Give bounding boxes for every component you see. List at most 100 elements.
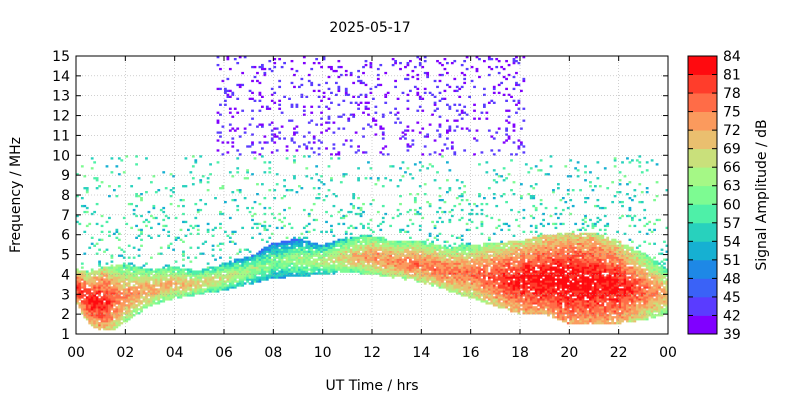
heatmap-cell (140, 196, 143, 200)
heatmap-cell (310, 105, 314, 108)
heatmap-cell (263, 246, 267, 249)
heatmap-cell (450, 280, 454, 283)
heatmap-cell (352, 270, 356, 273)
heatmap-cell (317, 193, 321, 196)
heatmap-cell (485, 214, 489, 218)
heatmap-cell (423, 252, 427, 255)
heatmap-cell (406, 167, 410, 170)
heatmap-cell (95, 302, 99, 305)
heatmap-cell (515, 308, 518, 311)
heatmap-cell (105, 272, 109, 275)
heatmap-cell (478, 244, 481, 247)
heatmap-cell (448, 264, 452, 267)
heatmap-cell (512, 272, 516, 275)
heatmap-cell (396, 185, 400, 188)
heatmap-cell (233, 242, 237, 245)
heatmap-cell (162, 296, 166, 299)
heatmap-cell (293, 262, 296, 265)
heatmap-cell (510, 296, 513, 299)
heatmap-cell (93, 300, 97, 303)
heatmap-cell (515, 296, 518, 299)
heatmap-cell (450, 208, 454, 212)
heatmap-cell (450, 282, 454, 285)
heatmap-cell (433, 274, 437, 277)
heatmap-cell (228, 216, 232, 220)
heatmap-cell (475, 67, 479, 71)
heatmap-cell (354, 264, 358, 267)
heatmap-cell (369, 61, 373, 65)
heatmap-cell (100, 318, 104, 321)
heatmap-cell (108, 298, 111, 301)
heatmap-cell (478, 290, 481, 293)
heatmap-cell (460, 274, 464, 277)
heatmap-cell (80, 312, 84, 315)
heatmap-cell (433, 151, 437, 154)
heatmap-cell (399, 248, 402, 251)
heatmap-cell (406, 93, 410, 97)
heatmap-cell (411, 260, 415, 263)
heatmap-cell (80, 308, 84, 311)
heatmap-cell (241, 272, 245, 275)
heatmap-cell (433, 79, 437, 83)
heatmap-cell (441, 256, 444, 259)
heatmap-cell (157, 278, 161, 281)
heatmap-cell (312, 137, 316, 140)
heatmap-cell (280, 276, 284, 279)
heatmap-cell (221, 286, 225, 289)
heatmap-cell (273, 61, 277, 65)
heatmap-cell (468, 290, 471, 293)
heatmap-cell (450, 266, 454, 269)
heatmap-cell (246, 272, 249, 275)
heatmap-cell (258, 81, 262, 85)
heatmap-cell (243, 177, 247, 180)
heatmap-cell (500, 250, 504, 253)
heatmap-cell (115, 296, 119, 299)
heatmap-cell (330, 153, 333, 156)
heatmap-cell (164, 272, 168, 275)
heatmap-cell (100, 308, 104, 311)
heatmap-cell (108, 282, 111, 285)
heatmap-cell (315, 250, 319, 253)
heatmap-cell (460, 288, 464, 291)
heatmap-cell (113, 268, 116, 271)
heatmap-cell (135, 276, 138, 279)
heatmap-cell (302, 143, 306, 146)
heatmap-cell (265, 278, 269, 281)
heatmap-cell (490, 67, 494, 71)
heatmap-cell (219, 226, 222, 230)
heatmap-cell (404, 256, 407, 259)
heatmap-cell (465, 222, 469, 226)
heatmap-cell (487, 236, 491, 239)
heatmap-cell (162, 278, 166, 281)
heatmap-cell (480, 268, 484, 271)
heatmap-cell (288, 246, 291, 249)
heatmap-cell (231, 270, 235, 273)
heatmap-cell (113, 314, 116, 317)
heatmap-cell (438, 266, 442, 269)
heatmap-cell (455, 236, 459, 239)
heatmap-cell (270, 246, 274, 249)
heatmap-cell (455, 290, 459, 293)
heatmap-cell (510, 300, 513, 303)
heatmap-cell (115, 165, 119, 168)
heatmap-cell (258, 254, 262, 257)
heatmap-cell (423, 244, 427, 247)
heatmap-cell (216, 56, 220, 59)
heatmap-cell (497, 83, 501, 87)
heatmap-cell (320, 248, 323, 251)
heatmap-cell (261, 252, 264, 255)
heatmap-cell (381, 258, 385, 261)
heatmap-cell (431, 260, 434, 263)
heatmap-cell (468, 95, 471, 98)
heatmap-cell (379, 260, 383, 263)
heatmap-cell (238, 284, 242, 287)
heatmap-cell (497, 248, 501, 251)
heatmap-cell (357, 244, 360, 247)
heatmap-cell (179, 276, 183, 279)
heatmap-cell (302, 236, 306, 239)
heatmap-cell (384, 256, 388, 259)
heatmap-cell (512, 290, 516, 293)
heatmap-cell (113, 296, 116, 299)
heatmap-cell (502, 222, 506, 226)
heatmap-cell (507, 242, 511, 245)
